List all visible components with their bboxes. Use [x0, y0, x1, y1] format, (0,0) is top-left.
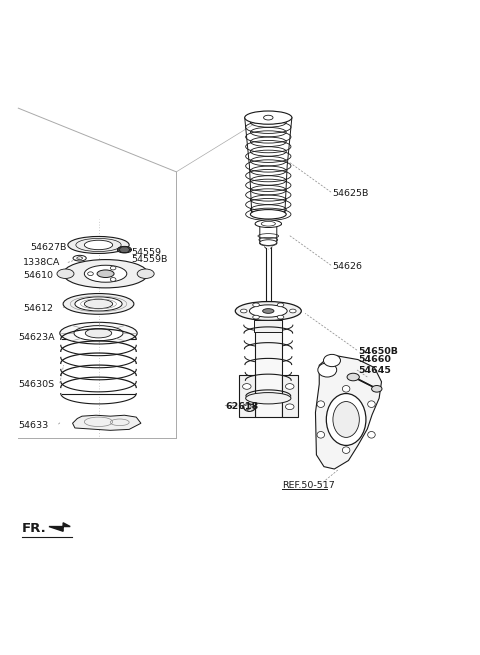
Ellipse shape: [368, 432, 375, 438]
Text: 54633: 54633: [18, 421, 48, 430]
Ellipse shape: [333, 402, 360, 438]
Text: 54626: 54626: [332, 262, 362, 271]
Ellipse shape: [277, 315, 284, 319]
Polygon shape: [315, 356, 382, 469]
Ellipse shape: [235, 301, 301, 320]
Text: 54559B: 54559B: [132, 255, 168, 264]
Ellipse shape: [372, 386, 382, 392]
Text: 54645: 54645: [358, 366, 391, 375]
Ellipse shape: [84, 299, 113, 309]
Ellipse shape: [110, 266, 116, 270]
Ellipse shape: [342, 447, 350, 453]
Ellipse shape: [242, 404, 251, 409]
Text: 54625B: 54625B: [332, 189, 368, 198]
Text: 62618: 62618: [226, 402, 259, 411]
Ellipse shape: [255, 220, 281, 227]
Polygon shape: [239, 375, 255, 417]
Ellipse shape: [286, 404, 294, 409]
Ellipse shape: [250, 305, 287, 317]
Text: 54610: 54610: [23, 271, 53, 280]
Polygon shape: [72, 415, 141, 430]
Ellipse shape: [253, 303, 259, 307]
Text: FR.: FR.: [22, 522, 47, 535]
Ellipse shape: [74, 326, 123, 341]
Ellipse shape: [368, 401, 375, 407]
Text: 54559: 54559: [132, 248, 161, 257]
Text: 54650B: 54650B: [358, 346, 398, 356]
Ellipse shape: [240, 309, 247, 313]
Ellipse shape: [137, 269, 154, 278]
Ellipse shape: [245, 111, 292, 124]
Ellipse shape: [317, 432, 324, 438]
Ellipse shape: [88, 272, 93, 276]
Ellipse shape: [84, 240, 113, 250]
Ellipse shape: [253, 315, 259, 319]
Ellipse shape: [85, 328, 112, 338]
Ellipse shape: [318, 363, 336, 377]
Ellipse shape: [324, 354, 340, 367]
Ellipse shape: [60, 322, 137, 344]
Ellipse shape: [242, 384, 251, 389]
Ellipse shape: [263, 309, 274, 313]
Ellipse shape: [277, 303, 284, 307]
Ellipse shape: [63, 293, 134, 314]
Bar: [254, 320, 282, 332]
Ellipse shape: [75, 297, 122, 311]
Polygon shape: [281, 375, 298, 417]
Ellipse shape: [326, 394, 366, 445]
Text: 54623A: 54623A: [18, 333, 55, 343]
Ellipse shape: [63, 259, 148, 288]
Text: 1338CA: 1338CA: [23, 258, 60, 267]
Text: REF.50-517: REF.50-517: [282, 481, 335, 490]
Ellipse shape: [286, 384, 294, 389]
Ellipse shape: [246, 392, 291, 404]
Polygon shape: [255, 222, 281, 244]
Polygon shape: [49, 523, 70, 531]
Ellipse shape: [110, 278, 116, 282]
Ellipse shape: [68, 236, 129, 253]
Ellipse shape: [260, 240, 277, 246]
Ellipse shape: [347, 373, 360, 381]
Text: 54660: 54660: [358, 355, 391, 364]
Ellipse shape: [251, 210, 286, 219]
Text: 54627B: 54627B: [30, 243, 67, 252]
Ellipse shape: [317, 401, 324, 407]
Bar: [255, 320, 281, 417]
Ellipse shape: [244, 404, 255, 411]
Ellipse shape: [57, 269, 74, 278]
Ellipse shape: [97, 270, 114, 278]
Ellipse shape: [118, 246, 132, 253]
Ellipse shape: [84, 265, 127, 282]
Text: 54612: 54612: [23, 304, 53, 313]
Ellipse shape: [289, 309, 296, 313]
Text: 54630S: 54630S: [18, 380, 54, 388]
Ellipse shape: [342, 386, 350, 392]
